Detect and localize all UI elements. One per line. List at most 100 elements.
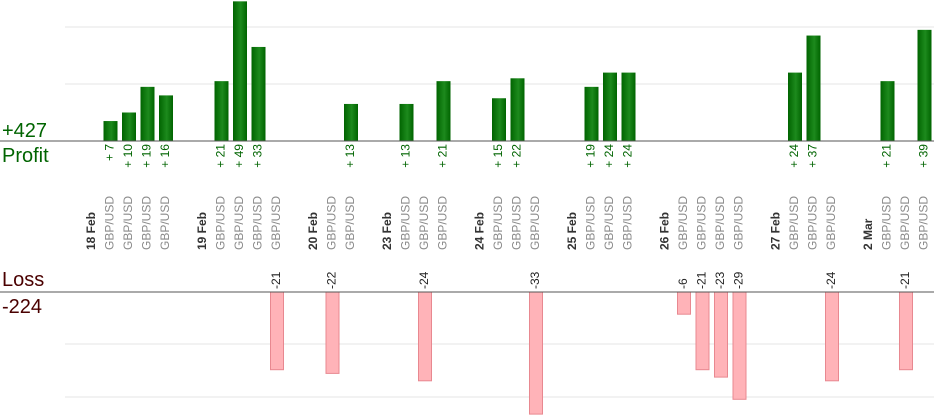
profit-value-label: + 13: [399, 144, 413, 168]
profit-value-label: + 15: [491, 144, 505, 168]
pair-label: GBP/USD: [491, 196, 505, 250]
profit-bar: [806, 35, 821, 141]
profit-bar: [159, 95, 173, 141]
profit-bar: [584, 86, 599, 141]
date-label: 27 Feb: [769, 212, 783, 250]
profit-value-label: + 39: [917, 144, 931, 168]
loss-value-label: -33: [528, 271, 542, 289]
category-labels: 18 Feb GBP/USD GBP/USD GBP/USD GBP/USD 19 Feb…: [84, 196, 931, 250]
loss-bar: [325, 291, 340, 374]
profit-value-label: + 49: [232, 144, 246, 168]
profit-value-label: + 24: [787, 144, 801, 168]
pair-label: GBP/USD: [528, 196, 542, 250]
profit-bar: [233, 1, 247, 141]
loss-bar: [825, 291, 839, 382]
profit-bar: [251, 46, 266, 142]
loss-title: Loss: [2, 269, 44, 291]
profit-bar: [140, 86, 155, 141]
profit-bar: [344, 103, 358, 141]
profit-bar: [621, 72, 636, 141]
loss-value-label: -29: [732, 271, 746, 289]
pair-label: GBP/USD: [898, 196, 912, 250]
pair-label: GBP/USD: [121, 196, 135, 250]
pair-label: GBP/USD: [158, 196, 172, 250]
profit-value-label: + 24: [621, 144, 635, 168]
loss-bar: [418, 291, 432, 382]
pair-label: GBP/USD: [917, 196, 931, 250]
pair-label: GBP/USD: [399, 196, 413, 250]
date-label: 2 Mar: [861, 218, 875, 250]
pair-label: GBP/USD: [436, 196, 450, 250]
pair-label: GBP/USD: [732, 196, 746, 250]
profit-value-label: + 33: [251, 144, 265, 168]
profit-bar: [436, 81, 451, 141]
pair-label: GBP/USD: [251, 196, 265, 250]
loss-value-label: -21: [898, 271, 912, 289]
profit-value-label: + 10: [121, 144, 135, 168]
profit-bar: [510, 78, 525, 141]
profit-bar: [603, 72, 617, 141]
profit-value-label: + 16: [158, 144, 172, 168]
profit-bar: [122, 112, 136, 141]
date-label: 24 Feb: [473, 212, 487, 250]
loss-value-label: -21: [695, 271, 709, 289]
date-label: 26 Feb: [658, 212, 672, 250]
profit-bar: [917, 29, 932, 142]
profit-value-label: + 21: [214, 144, 228, 168]
profit-value-label: + 21: [436, 144, 450, 168]
value-labels: + 7 + 10 + 19 + 16 + 21 + 49 + 33 -21 -22 + 13 + 1…: [103, 144, 931, 289]
date-label: 23 Feb: [380, 212, 394, 250]
pair-label: GBP/USD: [140, 196, 154, 250]
profit-value-label: + 19: [584, 144, 598, 168]
pair-label: GBP/USD: [269, 196, 283, 250]
date-label: 19 Feb: [195, 212, 209, 250]
pair-label: GBP/USD: [325, 196, 339, 250]
pair-label: GBP/USD: [214, 196, 228, 250]
loss-value-label: -23: [713, 271, 727, 289]
profit-value-label: + 21: [880, 144, 894, 168]
pair-label: GBP/USD: [103, 196, 117, 250]
loss-value-label: -22: [325, 271, 339, 289]
pair-label: GBP/USD: [806, 196, 820, 250]
pair-label: GBP/USD: [510, 196, 524, 250]
bars: [103, 1, 932, 415]
profit-title: Profit: [2, 145, 49, 167]
loss-bar: [695, 291, 710, 371]
pair-label: GBP/USD: [880, 196, 894, 250]
pair-label: GBP/USD: [584, 196, 598, 250]
pair-label: GBP/USD: [676, 196, 690, 250]
pair-label: GBP/USD: [343, 196, 357, 250]
profit-bar: [492, 98, 506, 141]
loss-bar: [529, 291, 543, 415]
pair-label: GBP/USD: [713, 196, 727, 250]
profit-value-label: + 19: [140, 144, 154, 168]
profit-value-label: + 7: [103, 144, 117, 161]
loss-total: -224: [2, 296, 42, 318]
loss-value-label: -24: [417, 271, 431, 289]
loss-bar: [732, 291, 747, 400]
pair-label: GBP/USD: [417, 196, 431, 250]
date-label: 18 Feb: [84, 212, 98, 250]
loss-value-label: -21: [269, 271, 283, 289]
profit-bar: [880, 81, 895, 141]
loss-bar: [714, 291, 728, 378]
profit-value-label: + 24: [602, 144, 616, 168]
profit-bar: [214, 81, 229, 141]
pair-label: GBP/USD: [695, 196, 709, 250]
loss-bar: [270, 291, 284, 371]
pair-label: GBP/USD: [621, 196, 635, 250]
pair-label: GBP/USD: [787, 196, 801, 250]
pair-label: GBP/USD: [232, 196, 246, 250]
loss-value-label: -6: [676, 278, 690, 289]
loss-value-label: -24: [824, 271, 838, 289]
date-label: 25 Feb: [565, 212, 579, 250]
profit-value-label: + 22: [510, 144, 524, 168]
profit-bar: [399, 103, 414, 141]
loss-bar: [677, 291, 691, 315]
profit-bar: [788, 72, 802, 141]
profit-total: +427: [2, 120, 47, 142]
profit-value-label: + 13: [343, 144, 357, 168]
loss-bar: [899, 291, 913, 371]
date-label: 20 Feb: [306, 212, 320, 250]
